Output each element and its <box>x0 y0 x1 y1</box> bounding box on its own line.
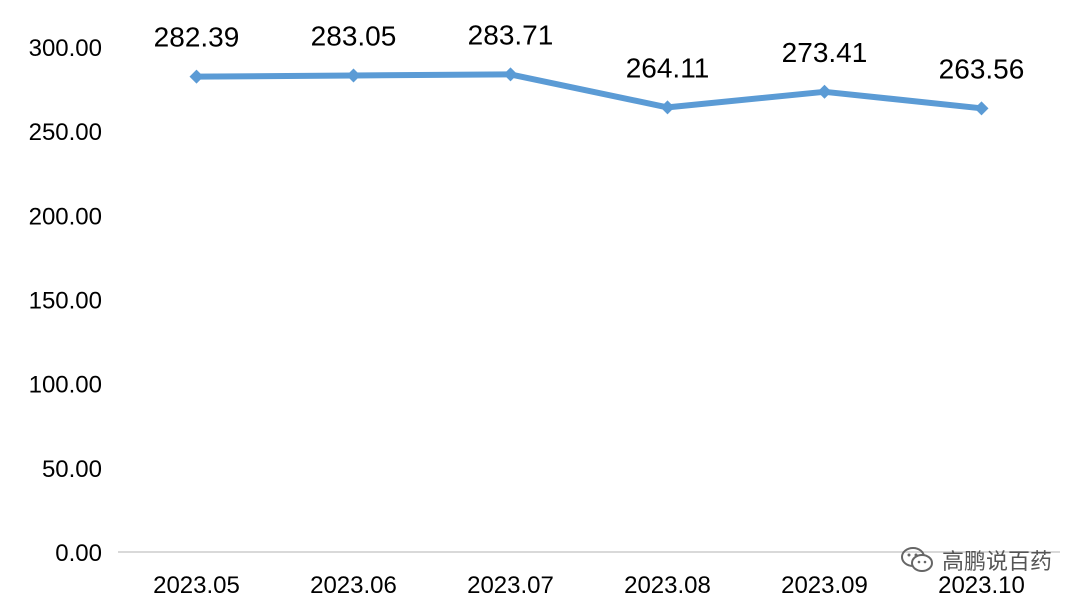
series-markers <box>189 67 989 116</box>
data-point <box>189 69 204 84</box>
data-point <box>503 67 518 82</box>
x-tick-label: 2023.09 <box>781 572 868 599</box>
data-label: 263.56 <box>939 53 1025 84</box>
watermark: 高鹏说百药 <box>900 544 1052 576</box>
y-tick-label: 0.00 <box>55 540 102 567</box>
data-label: 273.41 <box>782 37 868 68</box>
y-axis-ticks: 0.00 50.00 100.00 150.00 200.00 250.00 300.00 <box>29 35 102 567</box>
y-tick-label: 250.00 <box>29 119 102 146</box>
y-tick-label: 300.00 <box>29 35 102 62</box>
data-label: 283.05 <box>311 21 397 52</box>
y-tick-label: 200.00 <box>29 203 102 230</box>
data-labels: 282.39 283.05 283.71 264.11 273.41 263.56 <box>154 19 1025 84</box>
data-point <box>974 101 989 116</box>
y-tick-label: 100.00 <box>29 372 102 399</box>
wechat-icon <box>900 547 933 572</box>
x-tick-label: 2023.10 <box>938 572 1025 599</box>
y-tick-label: 150.00 <box>29 288 102 315</box>
data-label: 282.39 <box>154 22 240 53</box>
series-line <box>193 71 985 112</box>
data-label: 264.11 <box>626 52 710 83</box>
x-tick-label: 2023.06 <box>310 572 397 599</box>
data-point <box>660 100 675 115</box>
x-tick-label: 2023.08 <box>624 572 711 599</box>
watermark-text: 高鹏说百药 <box>941 550 1052 575</box>
data-point <box>346 68 361 83</box>
x-tick-label: 2023.07 <box>467 572 554 599</box>
data-label: 283.71 <box>468 19 554 50</box>
x-axis-ticks: 2023.05 2023.06 2023.07 2023.08 2023.09 2023.… <box>153 572 1025 599</box>
y-tick-label: 50.00 <box>42 456 102 483</box>
data-point <box>817 84 832 99</box>
x-tick-label: 2023.05 <box>153 572 240 599</box>
